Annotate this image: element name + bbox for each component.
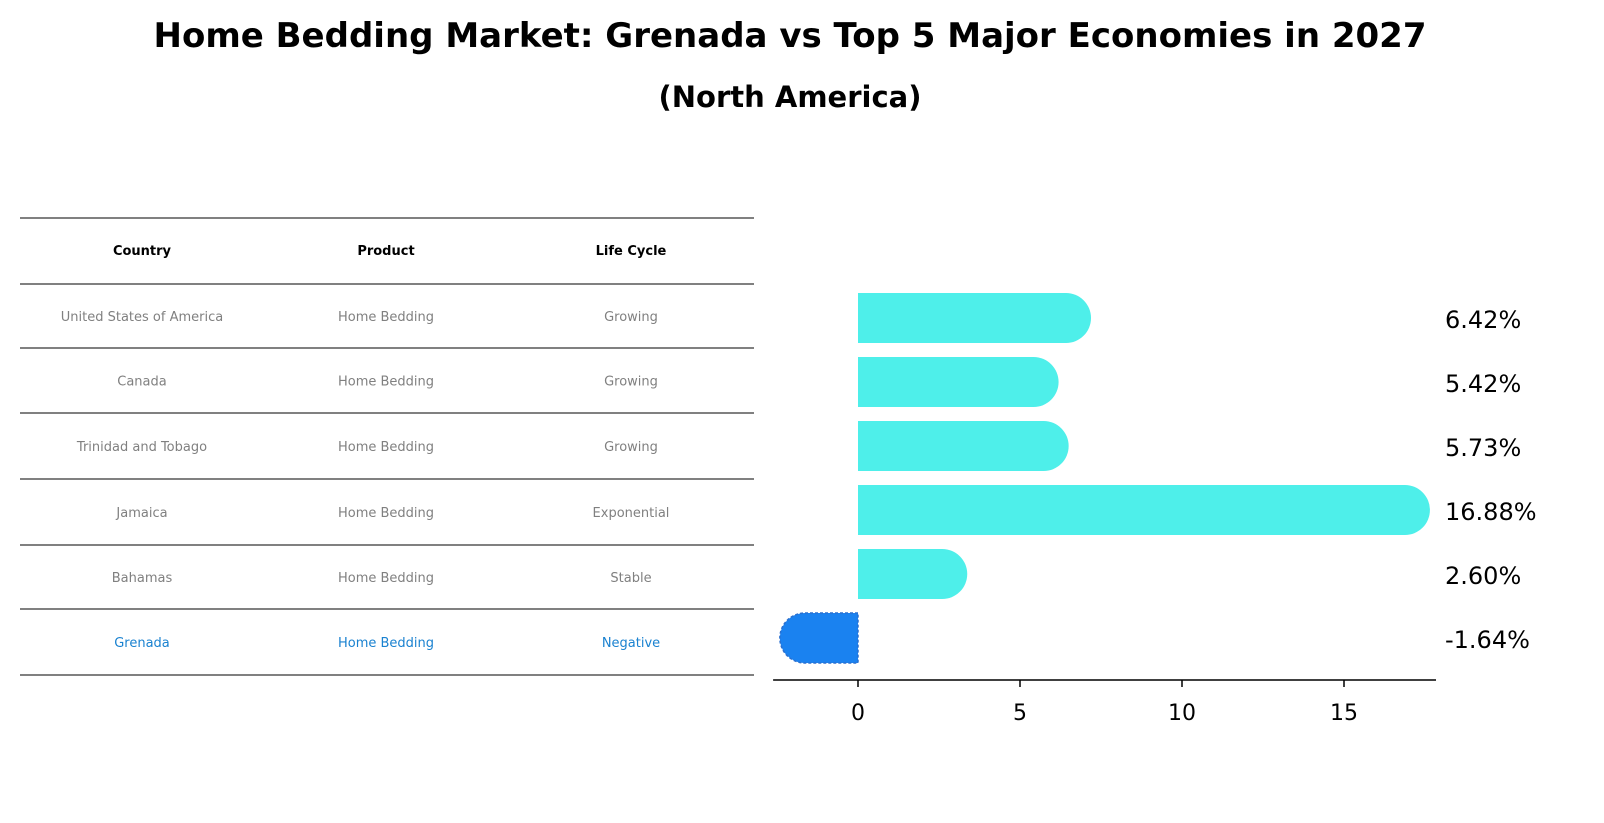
table-cell: Home Bedding bbox=[338, 636, 434, 651]
table-cell: United States of America bbox=[61, 310, 223, 325]
table-cell: Home Bedding bbox=[338, 375, 434, 390]
table-cell: Growing bbox=[604, 375, 658, 390]
bar-shape bbox=[858, 421, 1069, 471]
bar-canada bbox=[858, 357, 1059, 407]
table-header: Product bbox=[357, 244, 414, 259]
table-cell: Home Bedding bbox=[338, 440, 434, 455]
data-label: 5.42% bbox=[1445, 370, 1521, 398]
table-cell: Trinidad and Tobago bbox=[76, 440, 207, 455]
bar-shape bbox=[779, 612, 859, 664]
bar-shape bbox=[858, 357, 1059, 407]
x-tick-label: 15 bbox=[1330, 701, 1358, 726]
bar-shape bbox=[858, 293, 1092, 343]
table-cell: Home Bedding bbox=[338, 310, 434, 325]
chart-subtitle: (North America) bbox=[658, 80, 922, 114]
bar-shape bbox=[858, 549, 968, 599]
x-tick-label: 5 bbox=[1013, 701, 1027, 726]
table-cell: Negative bbox=[602, 636, 660, 651]
bar-bahamas bbox=[858, 549, 968, 599]
table-cell: Growing bbox=[604, 440, 658, 455]
x-tick-label: 0 bbox=[851, 701, 865, 726]
data-label: 2.60% bbox=[1445, 562, 1521, 590]
data-label: 16.88% bbox=[1445, 498, 1537, 526]
data-label: 5.73% bbox=[1445, 434, 1521, 462]
table-cell: Exponential bbox=[593, 506, 670, 521]
table-header: Country bbox=[113, 244, 172, 259]
table-cell: Home Bedding bbox=[338, 571, 434, 586]
bar-jamaica bbox=[858, 485, 1430, 535]
data-label: 6.42% bbox=[1445, 306, 1521, 334]
table-cell: Growing bbox=[604, 310, 658, 325]
table-cell: Bahamas bbox=[112, 571, 173, 586]
bar-united-states-of-america bbox=[858, 293, 1092, 343]
x-tick-label: 10 bbox=[1168, 701, 1196, 726]
table-header: Life Cycle bbox=[596, 244, 667, 259]
table-cell: Canada bbox=[117, 375, 166, 390]
data-label: -1.64% bbox=[1445, 626, 1530, 654]
bar-shape bbox=[858, 485, 1430, 535]
chart-title: Home Bedding Market: Grenada vs Top 5 Ma… bbox=[153, 16, 1427, 56]
bar-trinidad-and-tobago bbox=[858, 421, 1069, 471]
table-cell: Stable bbox=[610, 571, 651, 586]
bar-grenada bbox=[779, 612, 859, 664]
table-cell: Home Bedding bbox=[338, 506, 434, 521]
table-cell: Grenada bbox=[114, 636, 170, 651]
table-cell: Jamaica bbox=[115, 506, 167, 521]
